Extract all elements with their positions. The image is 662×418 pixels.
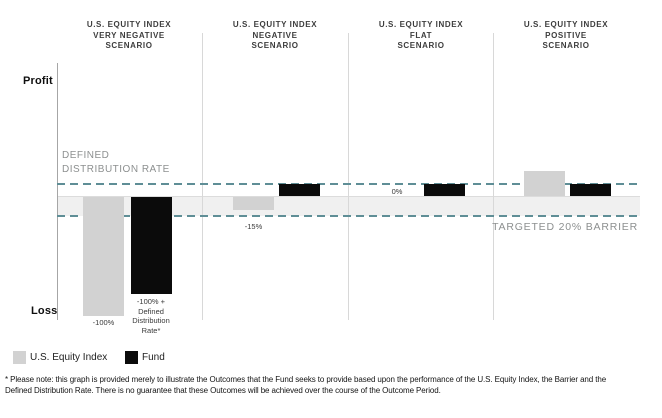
header-very-negative-scenario: U.S. EQUITY INDEX VERY NEGATIVE SCENARIO (86, 20, 172, 50)
legend-label: U.S. Equity Index (30, 352, 108, 363)
defined-distribution-rate-annotation: DEFINED DISTRIBUTION RATE (62, 150, 170, 175)
value-label-very-negative-fund: -100% + Defined Distribution Rate* (132, 297, 170, 335)
targeted-barrier-line (57, 215, 640, 217)
footnote-line-1: * Please note: this graph is provided me… (5, 375, 607, 384)
value-label-flat-index: 0% (391, 187, 403, 196)
footnote-line-2: Defined Distribution Rate. There is no g… (5, 386, 441, 395)
index-swatch-icon (13, 351, 26, 364)
y-axis-line (57, 63, 58, 320)
fund-bar (131, 197, 172, 294)
index-bar (233, 197, 274, 210)
fund-bar (570, 184, 611, 196)
index-bar (83, 197, 124, 316)
legend-label: Fund (142, 352, 165, 363)
header-negative-scenario: U.S. EQUITY INDEX NEGATIVE SCENARIO (232, 20, 318, 50)
column-divider (493, 33, 494, 320)
value-label-very-negative-index: -100% (92, 318, 115, 327)
header-flat-scenario: U.S. EQUITY INDEX FLAT SCENARIO (378, 20, 464, 50)
column-divider (348, 33, 349, 320)
profit-label: Profit (23, 75, 53, 87)
fund-bar (424, 184, 465, 196)
defined-distribution-rate-line (57, 183, 640, 185)
value-label-negative-index: -15% (244, 222, 263, 231)
legend-item-fund: Fund (125, 351, 165, 364)
index-bar (524, 171, 565, 196)
fund-bar (279, 184, 320, 196)
targeted-barrier-annotation: TARGETED 20% BARRIER (492, 221, 638, 233)
fund-swatch-icon (125, 351, 138, 364)
column-divider (202, 33, 203, 320)
header-positive-scenario: U.S. EQUITY INDEX POSITIVE SCENARIO (523, 20, 609, 50)
legend-item-us-equity-index: U.S. Equity Index (13, 351, 107, 364)
loss-label: Loss (31, 305, 58, 317)
